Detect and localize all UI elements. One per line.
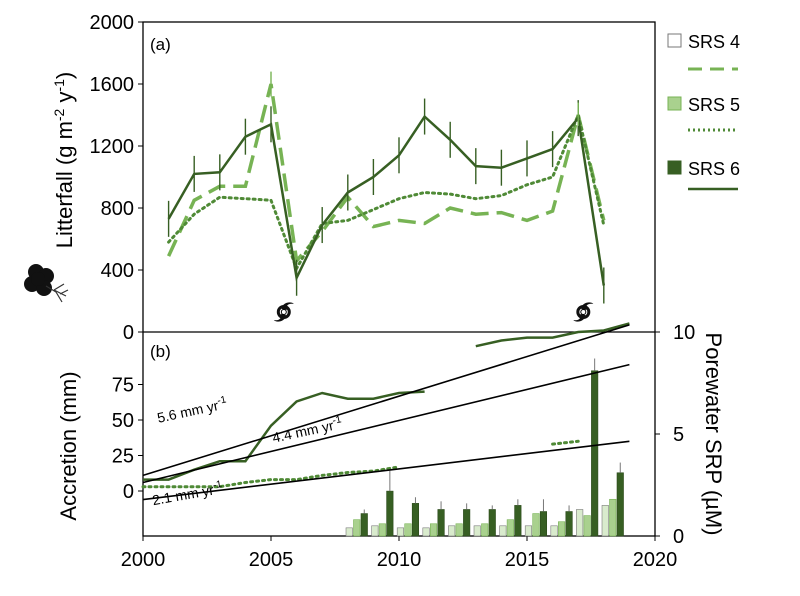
hurricane-arm <box>573 314 586 322</box>
y-tick-label: 0 <box>123 481 134 503</box>
litterfall-line-srs6 <box>167 114 606 286</box>
y-tick-label: 800 <box>101 198 134 220</box>
srp-bar <box>430 523 438 537</box>
srp-bar <box>601 505 609 537</box>
srp-bar <box>558 521 566 537</box>
trend-label: 2.1 mm yr-1 <box>151 479 224 508</box>
legend-item-srs6: SRS 6 <box>667 159 740 191</box>
hurricane-icon <box>573 302 594 322</box>
srp-bar <box>448 525 456 537</box>
accretion-line-srs6 <box>475 322 630 348</box>
panel-b-label: (b) <box>150 342 171 361</box>
plot-border <box>142 21 656 537</box>
srp-bar <box>514 505 522 537</box>
panel-a-y-axis-title: Litterfall (g m-2 y-1) <box>51 72 77 249</box>
srp-bar <box>591 370 599 537</box>
panel-b-y-ticks: 0 25 50 75 0 5 10 <box>112 322 696 548</box>
srp-bar <box>353 519 361 537</box>
x-axis-ticks: 2000 2005 2010 2015 2020 <box>121 536 678 571</box>
srp-bar <box>499 525 507 537</box>
trend-lines: 5.6 mm yr-1 4.4 mm yr-1 2.1 mm yr-1 <box>142 324 630 508</box>
y-tick-label: 25 <box>112 446 134 468</box>
trend-label: 5.6 mm yr-1 <box>155 394 229 426</box>
srp-bar <box>539 511 548 537</box>
srp-bar <box>609 498 617 537</box>
litterfall-line-srs5 <box>167 110 606 272</box>
srp-bar <box>524 525 533 537</box>
hurricane-icon <box>273 302 294 322</box>
legend-label-srs5: SRS 5 <box>688 95 740 115</box>
hurricane-arm <box>273 314 286 322</box>
hurricane-arm <box>281 302 294 310</box>
x-tick-label: 2000 <box>121 549 166 571</box>
panel-a-y-ticks: 0 400 800 1200 1600 2000 <box>90 12 143 344</box>
y-tick-label: 1600 <box>90 74 135 96</box>
panel-a-label: (a) <box>150 35 171 54</box>
plot-frame <box>142 21 656 537</box>
x-tick-label: 2020 <box>633 549 678 571</box>
trend-line <box>142 440 630 501</box>
legend: SRS 4 SRS 5 SRS 6 <box>667 32 740 191</box>
srp-bar <box>532 513 540 537</box>
srp-bar <box>386 490 394 537</box>
legend-label-srs4: SRS 4 <box>688 32 740 52</box>
srp-bar <box>488 509 496 537</box>
y-tick-label: 1200 <box>90 136 135 158</box>
srp-bar <box>550 525 558 537</box>
srp-bar <box>583 515 591 537</box>
srp-bar <box>404 523 412 537</box>
srp-bars <box>345 358 624 537</box>
srp-bar <box>411 503 420 537</box>
legend-item-srs4: SRS 4 <box>667 32 740 71</box>
y-tick-label: 400 <box>101 260 134 282</box>
hurricane-arm <box>581 302 594 310</box>
srp-bar <box>473 525 481 537</box>
srp-bar <box>371 525 379 537</box>
x-tick-label: 2005 <box>249 549 294 571</box>
y-tick-label: 2000 <box>90 12 135 34</box>
mangrove-tree-icon <box>24 264 69 303</box>
legend-label-srs6: SRS 6 <box>688 159 740 179</box>
litterfall-line-srs4 <box>167 83 606 265</box>
srp-bar <box>565 511 573 537</box>
srp-bar <box>437 509 445 537</box>
trend-line <box>142 363 630 484</box>
x-tick-label: 2010 <box>377 549 422 571</box>
y-tick-label: 0 <box>123 322 134 344</box>
srp-bar <box>481 523 489 537</box>
trend-label: 4.4 mm yr-1 <box>271 414 345 446</box>
y-tick-label: 50 <box>112 410 134 432</box>
srp-bar <box>506 519 514 537</box>
srp-bar <box>455 523 463 537</box>
srp-bar <box>463 509 471 537</box>
right-tick-label: 10 <box>673 322 695 344</box>
legend-item-srs5: SRS 5 <box>667 95 740 132</box>
hurricane-eye-center <box>281 310 286 314</box>
srp-bar <box>576 509 584 537</box>
hurricane-eye-center <box>581 310 586 314</box>
hurricane-ring <box>576 305 591 319</box>
srp-bar <box>378 523 386 537</box>
data-lines <box>141 71 630 489</box>
srp-bar <box>396 527 405 537</box>
accretion-line-srs5 <box>551 439 580 446</box>
srp-bar <box>360 513 368 537</box>
x-tick-label: 2015 <box>505 549 550 571</box>
panel-b-right-axis-title: Porewater SRP (µM) <box>701 333 726 536</box>
right-tick-label: 0 <box>673 526 684 548</box>
right-tick-label: 5 <box>673 424 684 446</box>
accretion-line-srs5 <box>141 465 401 489</box>
panel-b-y-axis-title: Accretion (mm) <box>56 371 81 520</box>
srp-bar <box>345 527 353 537</box>
srp-bar <box>616 472 624 537</box>
hurricane-ring <box>276 305 291 319</box>
y-tick-label: 75 <box>112 375 134 397</box>
srp-bar <box>422 527 430 537</box>
trend-line <box>142 324 630 477</box>
